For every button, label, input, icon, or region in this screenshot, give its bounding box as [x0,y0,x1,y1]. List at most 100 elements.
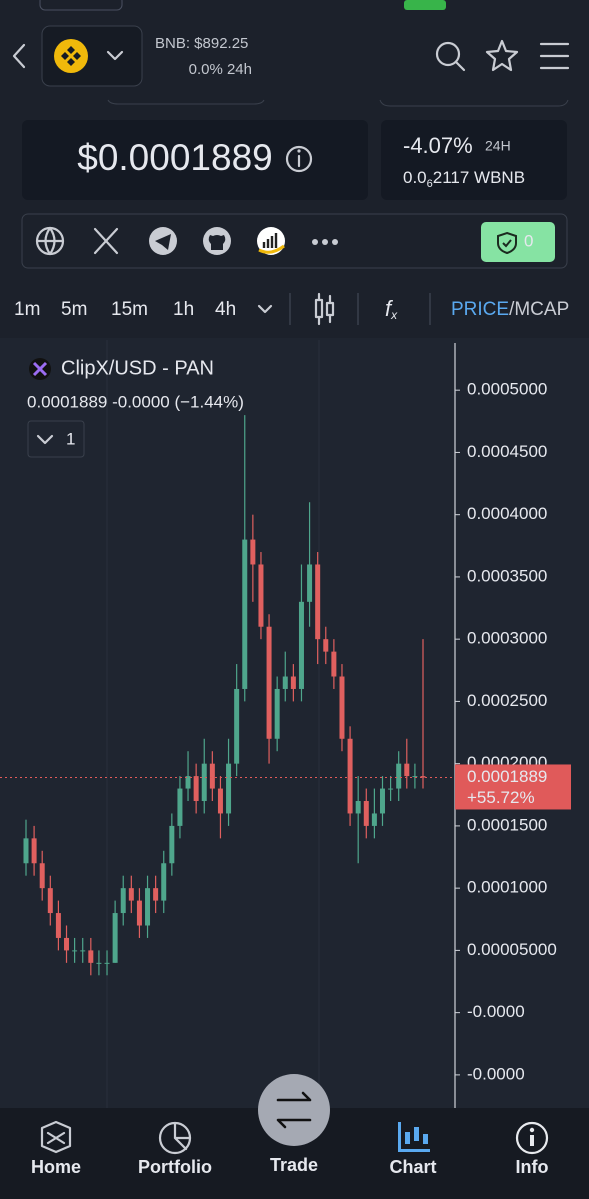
y-tick-label: 0.0003000 [467,629,547,648]
check-icon [502,239,512,248]
price-card [22,120,368,200]
last-price-label: 0.0001889 [467,767,547,786]
audit-badge[interactable] [481,222,555,262]
candle-body [363,801,369,826]
candle-body [323,639,329,652]
audit-count: 0 [524,231,533,250]
candle-body [112,913,118,963]
candle-body [266,626,272,739]
candle-body [315,564,321,640]
nav-labels: Home Portfolio Trade Chart Info [31,1155,549,1177]
nav-label[interactable]: Portfolio [138,1157,212,1177]
candle-body [355,801,361,814]
nav-label[interactable]: Info [516,1157,549,1177]
y-tick-label: -0.0000 [467,1064,525,1083]
bnb-mark [61,46,81,66]
plot: 0.0005000 0.0004500 0.0004000 0.0003500 0.00… [0,380,571,1083]
pair-change: 0.0% 24h [189,61,252,78]
y-tick-label: 0.0001500 [467,815,547,834]
trade-fab[interactable] [258,1074,330,1146]
toolbar-separator [289,293,431,325]
candle-body [234,688,240,764]
dextools-link[interactable] [257,227,285,255]
timeframe[interactable]: 1h [173,299,194,320]
info-icon [515,1121,549,1155]
shield-icon [497,231,517,255]
candle-body [169,825,175,864]
candle-body [193,776,199,802]
mcap-toggle[interactable]: /MCAP [509,299,569,320]
y-tick-label: 0.00005000 [467,940,557,959]
battery [404,0,446,10]
candle-body [347,738,353,814]
website-link[interactable] [35,226,65,256]
wbnb-lead: 0.0 [403,168,427,187]
candle-body [258,564,264,627]
timeframe[interactable]: 15m [111,299,148,320]
indicators-button[interactable]: fx [385,296,398,322]
y-tick-label: 0.0004500 [467,442,547,461]
github-link[interactable] [203,227,231,255]
candle-body [396,763,402,789]
favorite-button[interactable] [485,39,519,72]
candle-body [201,763,207,802]
back-button[interactable] [12,43,26,69]
search-button[interactable] [435,41,466,72]
timeframe[interactable]: 1m [14,299,40,320]
portfolio-icon [158,1121,192,1155]
candle-body [47,888,53,914]
candle-body [80,950,86,952]
price-toggle[interactable]: PRICE [451,299,509,320]
indicator-count: 1 [66,429,75,448]
candle-body [209,763,215,789]
candle-body [96,962,102,964]
telegram-link[interactable] [149,227,177,255]
indicator-toggle[interactable] [27,420,85,458]
nav-label[interactable]: Chart [389,1157,436,1177]
vertical-grid [106,340,320,1108]
chart-icon [398,1122,430,1152]
last-price-box [455,764,571,810]
info-button[interactable] [285,145,313,173]
y-tick-label: 0.0004000 [467,504,547,523]
candle-body [274,688,280,739]
candle-body [145,888,151,926]
timeframe[interactable]: 5m [61,299,87,320]
bnb-logo [54,39,88,73]
wbnb-rest: 2117 WBNB [433,168,525,187]
candle-body [64,937,70,951]
nav-label[interactable]: Trade [270,1155,318,1175]
candle-body [307,564,313,602]
candle-body [404,763,410,777]
menu-button[interactable] [539,42,570,70]
candle-body [242,539,248,689]
candle-body [128,888,134,901]
candle-body [290,676,296,689]
x-link[interactable] [93,227,119,255]
timeframe-dropdown[interactable] [257,304,273,314]
candle-body [250,539,256,565]
tab-strip-edge [107,99,569,107]
more-links[interactable] [312,239,338,245]
candle-body [88,950,94,963]
y-tick-label: 0.0003500 [467,566,547,585]
wbnb-price: 0.062117 WBNB [403,168,525,189]
price-change: -4.07% [403,133,473,158]
y-tick-label: -0.0000 [467,1002,525,1021]
collapse-icon [36,434,54,445]
trade-icon [276,1091,312,1129]
links-row [21,213,568,269]
nav-label[interactable]: Home [31,1157,81,1177]
chart-area [0,338,589,1108]
y-tick-label: 0.0001000 [467,878,547,897]
candle-body [177,788,183,826]
pair-price: BNB: $892.25 [155,35,248,52]
candle-body [153,888,159,901]
candle-body [120,888,126,914]
chart-type-button[interactable] [314,292,335,326]
price-mcap-toggle[interactable]: PRICE/MCAP [451,299,569,320]
timeframe[interactable]: 4h [215,299,236,320]
candle-body [388,788,394,790]
